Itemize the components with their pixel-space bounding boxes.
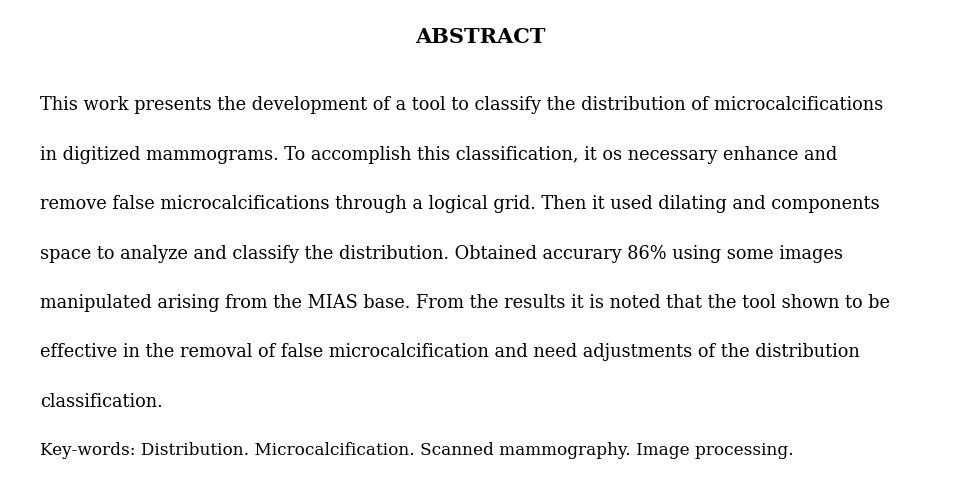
Text: This work presents the development of a tool to classify the distribution of mic: This work presents the development of a … — [40, 96, 883, 114]
Text: manipulated arising from the MIAS base. From the results it is noted that the to: manipulated arising from the MIAS base. … — [40, 294, 890, 312]
Text: Key-words: Distribution. Microcalcification. Scanned mammography. Image processi: Key-words: Distribution. Microcalcificat… — [40, 442, 794, 459]
Text: space to analyze and classify the distribution. Obtained accurary 86% using some: space to analyze and classify the distri… — [40, 245, 843, 263]
Text: effective in the removal of false microcalcification and need adjustments of the: effective in the removal of false microc… — [40, 343, 860, 362]
Text: classification.: classification. — [40, 393, 163, 411]
Text: in digitized mammograms. To accomplish this classification, it os necessary enha: in digitized mammograms. To accomplish t… — [40, 146, 837, 164]
Text: remove false microcalcifications through a logical grid. Then it used dilating a: remove false microcalcifications through… — [40, 195, 880, 213]
Text: ABSTRACT: ABSTRACT — [415, 27, 545, 46]
